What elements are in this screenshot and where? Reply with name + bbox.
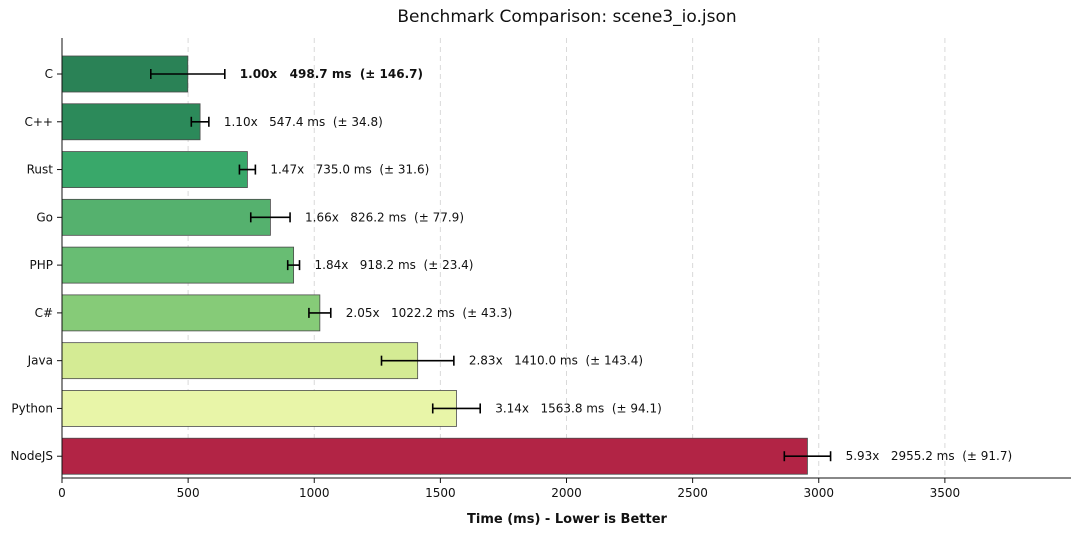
x-tick-label: 1500 — [425, 486, 456, 500]
data-label: 1.47x 735.0 ms (± 31.6) — [270, 163, 429, 177]
category-label: NodeJS — [11, 449, 53, 463]
category-label: Python — [11, 401, 53, 415]
x-tick-label: 500 — [177, 486, 200, 500]
data-label: 1.00x 498.7 ms (± 146.7) — [240, 67, 423, 81]
bar-rust — [61, 151, 248, 188]
x-tick-label: 2500 — [677, 486, 708, 500]
data-label: 2.83x 1410.0 ms (± 143.4) — [469, 354, 643, 368]
bar-go — [61, 198, 271, 236]
x-tick-label: 3500 — [930, 486, 961, 500]
data-label: 1.66x 826.2 ms (± 77.9) — [305, 210, 464, 224]
data-label: 1.84x 918.2 ms (± 23.4) — [315, 258, 474, 272]
data-label: 1.10x 547.4 ms (± 34.8) — [224, 115, 383, 129]
x-tick-label: 0 — [58, 486, 66, 500]
category-label: C — [45, 67, 53, 81]
grid-lines — [187, 38, 946, 478]
axes: 0 500 1000 1500 2000 2500 3000 3500 C C++ Rust Go PH… — [11, 38, 1071, 500]
chart-title: Benchmark Comparison: scene3_io.json — [397, 7, 736, 27]
x-tick-label: 3000 — [803, 486, 834, 500]
data-label: 3.14x 1563.8 ms (± 94.1) — [495, 401, 662, 415]
category-label: Go — [36, 210, 53, 224]
data-label: 5.93x 2955.2 ms (± 91.7) — [846, 449, 1013, 463]
data-label: 2.05x 1022.2 ms (± 43.3) — [346, 306, 513, 320]
x-tick-label: 1000 — [299, 486, 330, 500]
x-tick-label: 2000 — [551, 486, 582, 500]
category-label: Rust — [27, 163, 54, 177]
bars: 1.00x 498.7 ms (± 146.7) 1.10x 547.4 ms (… — [61, 55, 1013, 475]
category-label: C++ — [25, 115, 54, 129]
bar-python — [61, 390, 457, 427]
bar-php — [61, 246, 295, 284]
category-label: C# — [35, 306, 53, 320]
bar-nodejs — [61, 437, 808, 475]
category-label: PHP — [30, 258, 54, 272]
x-axis-label: Time (ms) - Lower is Better — [467, 512, 667, 527]
bar-c- — [61, 294, 321, 332]
bar-c- — [61, 103, 201, 141]
category-label: Java — [27, 354, 53, 368]
bar-java — [61, 342, 419, 380]
